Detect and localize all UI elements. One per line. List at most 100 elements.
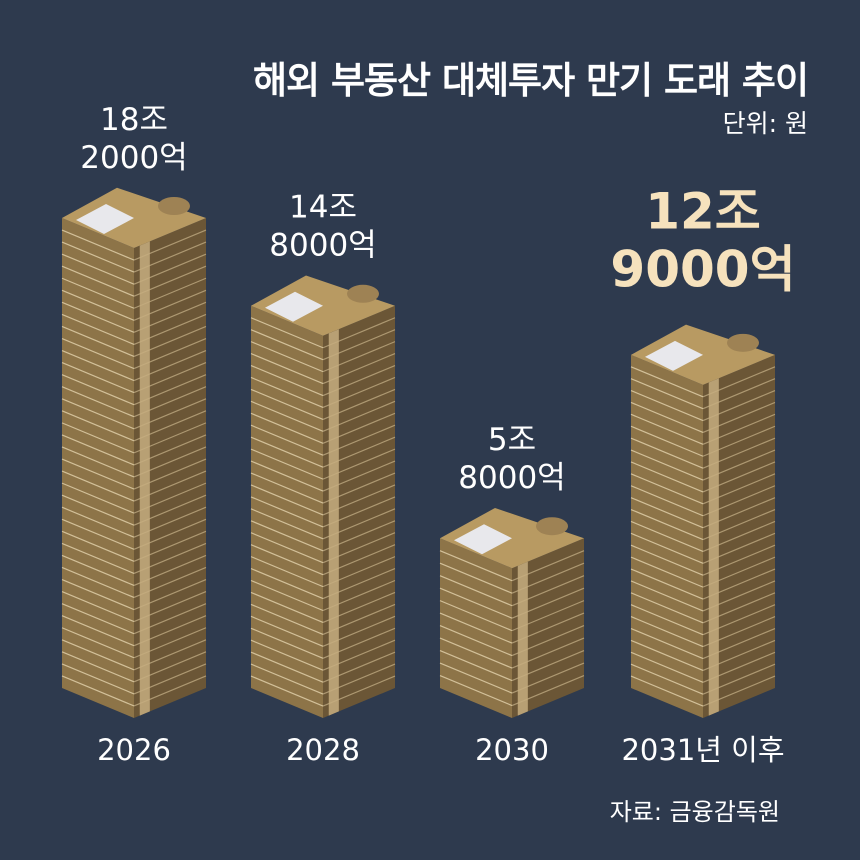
bill-layer-line bbox=[439, 625, 513, 657]
source-note: 자료: 금융감독원 bbox=[609, 798, 780, 826]
bill-layer-line bbox=[250, 675, 324, 707]
bill-layer-line bbox=[61, 518, 135, 550]
bill-portrait-mark bbox=[347, 284, 379, 303]
bill-layer-line bbox=[61, 446, 135, 478]
bill-layer-line bbox=[61, 337, 135, 370]
bill-layer-line bbox=[250, 544, 324, 576]
money-stack-bar bbox=[250, 275, 396, 718]
bill-layer-line bbox=[250, 508, 324, 540]
bill-layer-line bbox=[250, 448, 324, 480]
bill-layer-line bbox=[630, 580, 704, 612]
value-label-line: 14조 bbox=[289, 190, 357, 226]
bill-layer-line bbox=[439, 612, 513, 644]
value-label-line: 5조 bbox=[488, 422, 536, 458]
stack-top-face bbox=[62, 187, 206, 248]
bill-layer-line bbox=[630, 366, 704, 398]
value-label-line: 12조 bbox=[645, 183, 761, 241]
bill-layer-line bbox=[250, 556, 324, 588]
bill-layer-line bbox=[61, 458, 135, 490]
bill-layer-line bbox=[630, 378, 704, 410]
bill-layer-line bbox=[61, 651, 135, 683]
stack-right-face bbox=[134, 218, 206, 718]
paper-band bbox=[517, 561, 528, 716]
bill-layer-line bbox=[61, 591, 135, 623]
bill-layer-line bbox=[61, 566, 135, 599]
bill-layer-line bbox=[250, 568, 324, 600]
bill-layer-line bbox=[630, 627, 704, 660]
bill-layer-line bbox=[439, 562, 513, 594]
bill-label bbox=[645, 340, 703, 371]
bill-layer-line bbox=[250, 615, 324, 647]
bill-label bbox=[76, 204, 134, 234]
money-stack-bar bbox=[630, 324, 776, 718]
bill-layer-line bbox=[61, 398, 135, 430]
stack-top-face bbox=[631, 324, 775, 385]
bill-layer-line bbox=[439, 600, 513, 632]
bill-layer-line bbox=[61, 241, 135, 273]
bill-layer-line bbox=[61, 386, 135, 418]
bill-layer-line bbox=[250, 329, 324, 361]
bill-layer-line bbox=[61, 603, 135, 635]
value-label-line: 18조 bbox=[100, 102, 168, 138]
category-label: 2026 bbox=[97, 733, 171, 767]
bill-layer-line bbox=[630, 473, 704, 505]
bill-layer-line bbox=[61, 301, 135, 333]
bill-layer-line bbox=[630, 616, 704, 648]
bill-layer-line bbox=[250, 460, 324, 492]
bill-layer-line bbox=[250, 520, 324, 552]
bill-layer-line bbox=[250, 496, 324, 528]
bill-layer-line bbox=[630, 556, 704, 588]
stack-top-face bbox=[440, 507, 584, 569]
bill-layer-line bbox=[439, 662, 513, 694]
bill-layer-line bbox=[250, 532, 324, 564]
bill-layer-line bbox=[61, 675, 135, 707]
bill-layer-line bbox=[61, 494, 135, 526]
bill-layer-line bbox=[61, 422, 135, 454]
paper-band bbox=[328, 329, 339, 716]
page-title: 해외 부동산 대체투자 만기 도래 추이 bbox=[252, 59, 809, 102]
bill-layer-line bbox=[61, 578, 135, 611]
bill-layer-line bbox=[61, 639, 135, 671]
bill-layer-line bbox=[630, 508, 704, 541]
bill-layer-line bbox=[61, 470, 135, 502]
bill-layer-line bbox=[61, 229, 135, 261]
bill-layer-line bbox=[61, 277, 135, 309]
bill-layer-line bbox=[630, 497, 704, 529]
bill-layer-line bbox=[630, 449, 704, 481]
bill-portrait-mark bbox=[536, 517, 568, 536]
value-label-line: 9000억 bbox=[610, 241, 795, 299]
bill-layer-line bbox=[630, 592, 704, 624]
bill-layer-line bbox=[61, 410, 135, 442]
bill-layer-line bbox=[630, 413, 704, 445]
bill-layer-line bbox=[250, 579, 324, 612]
bill-layer-line bbox=[61, 362, 135, 394]
bill-layer-line bbox=[250, 364, 324, 397]
bill-layer-line bbox=[61, 554, 135, 586]
bill-layer-line bbox=[250, 651, 324, 683]
bill-layer-line bbox=[250, 400, 324, 432]
bill-label bbox=[265, 291, 323, 322]
bill-layer-line bbox=[630, 401, 704, 434]
bill-layer-line bbox=[630, 675, 704, 707]
bill-layer-line bbox=[630, 425, 704, 457]
value-label-line: 8000억 bbox=[269, 228, 376, 264]
bill-layer-line bbox=[61, 265, 135, 297]
bill-layer-line bbox=[250, 353, 324, 385]
bill-layer-line bbox=[630, 437, 704, 469]
bill-layer-line bbox=[61, 253, 135, 285]
bill-layer-line bbox=[250, 639, 324, 671]
bill-layer-line bbox=[439, 674, 513, 707]
bill-layer-line bbox=[250, 603, 324, 635]
bill-layer-line bbox=[630, 639, 704, 671]
bill-label bbox=[454, 524, 512, 555]
bill-layer-line bbox=[630, 663, 704, 695]
bill-layer-line bbox=[250, 663, 324, 695]
bill-layer-line bbox=[630, 651, 704, 683]
bill-layer-line bbox=[61, 434, 135, 466]
unit-label: 단위: 원 bbox=[722, 109, 808, 138]
bill-layer-line bbox=[61, 289, 135, 321]
